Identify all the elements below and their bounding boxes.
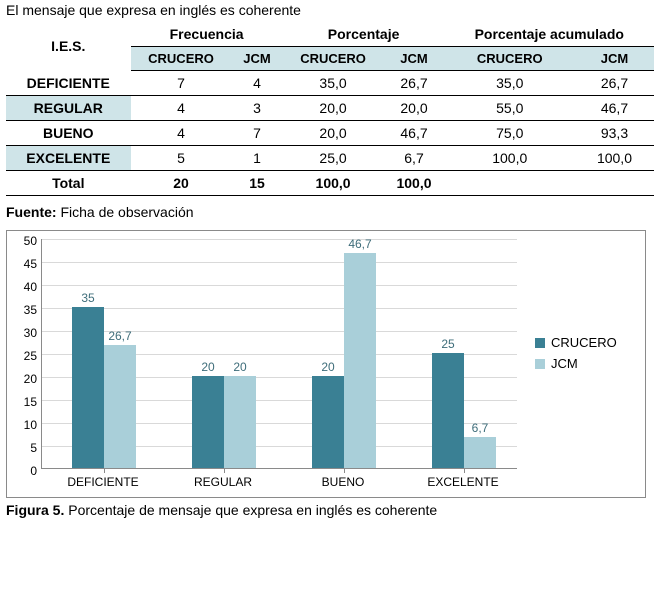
data-table: I.E.S. Frecuencia Porcentaje Porcentaje … [6,22,654,196]
cell: 4 [131,121,232,146]
bar-value-label: 20 [233,360,246,374]
legend: CRUCERO JCM [535,329,617,377]
sub-jcm-3: JCM [575,47,654,71]
bar: 20 [224,376,256,468]
x-tick-label: EXCELENTE [427,475,498,489]
cell: 93,3 [575,121,654,146]
bar: 26,7 [104,345,136,468]
legend-swatch [535,338,545,348]
bar: 20 [192,376,224,468]
cell: 5 [131,146,232,171]
cell: 26,7 [575,71,654,96]
sub-crucero-1: CRUCERO [131,47,232,71]
sub-jcm-2: JCM [383,47,444,71]
row-label: DEFICIENTE [6,71,131,96]
table-row: REGULAR4320,020,055,046,7 [6,96,654,121]
cell: 35,0 [283,71,384,96]
figure-label: Figura 5. [6,502,64,518]
x-axis: DEFICIENTE REGULAR BUENO EXCELENTE [41,471,517,491]
bar-value-label: 6,7 [472,421,489,435]
bar-group: 2046,7 [312,253,376,468]
bar: 46,7 [344,253,376,468]
bar-value-label: 25 [441,337,454,351]
cell: 100,0 [445,146,575,171]
row-label: Total [6,171,131,196]
legend-label: JCM [551,356,578,371]
cell: 35,0 [445,71,575,96]
cell [575,171,654,196]
fuente-line: Fuente: Ficha de observación [0,200,660,230]
bar: 20 [312,376,344,468]
col-ies: I.E.S. [6,22,131,71]
bar-value-label: 46,7 [348,237,371,251]
bar: 6,7 [464,437,496,468]
table-row: DEFICIENTE7435,026,735,026,7 [6,71,654,96]
sub-jcm-1: JCM [231,47,282,71]
row-label: REGULAR [6,96,131,121]
bar-group: 2020 [192,376,256,468]
figure-caption: Figura 5. Porcentaje de mensaje que expr… [0,498,660,522]
cell: 1 [231,146,282,171]
cell [445,171,575,196]
row-label: EXCELENTE [6,146,131,171]
row-label: BUENO [6,121,131,146]
plot-area: 3526,720202046,7256,7 [41,239,517,469]
table-row-total: Total2015100,0100,0 [6,171,654,196]
cell: 3 [231,96,282,121]
cell: 6,7 [383,146,444,171]
cell: 46,7 [575,96,654,121]
x-tick-label: REGULAR [194,475,252,489]
cell: 55,0 [445,96,575,121]
chart-frame: 05101520253035404550 3526,720202046,7256… [6,230,646,498]
cell: 15 [231,171,282,196]
cell: 100,0 [283,171,384,196]
cell: 26,7 [383,71,444,96]
cell: 75,0 [445,121,575,146]
cell: 20 [131,171,232,196]
figure-text: Porcentaje de mensaje que expresa en ing… [64,502,437,518]
cell: 4 [131,96,232,121]
legend-item: CRUCERO [535,335,617,350]
table-title: El mensaje que expresa en inglés es cohe… [0,0,660,20]
y-axis: 05101520253035404550 [15,239,41,471]
cell: 4 [231,71,282,96]
legend-item: JCM [535,356,617,371]
table-row: BUENO4720,046,775,093,3 [6,121,654,146]
cell: 20,0 [383,96,444,121]
bar-group: 256,7 [432,353,496,468]
bar-value-label: 20 [321,360,334,374]
cell: 25,0 [283,146,384,171]
cell: 7 [231,121,282,146]
cell: 100,0 [383,171,444,196]
cell: 46,7 [383,121,444,146]
bar-value-label: 35 [81,291,94,305]
x-tick-label: BUENO [322,475,365,489]
bar-value-label: 26,7 [108,329,131,343]
sub-crucero-3: CRUCERO [445,47,575,71]
bar: 35 [72,307,104,468]
grid-line [42,262,517,263]
table-body: DEFICIENTE7435,026,735,026,7REGULAR4320,… [6,71,654,196]
cell: 100,0 [575,146,654,171]
x-tick-label: DEFICIENTE [67,475,138,489]
fuente-text: Ficha de observación [57,204,194,220]
cell: 20,0 [283,96,384,121]
bar-value-label: 20 [201,360,214,374]
grid-line [42,285,517,286]
cell: 20,0 [283,121,384,146]
sub-crucero-2: CRUCERO [283,47,384,71]
legend-label: CRUCERO [551,335,617,350]
bar: 25 [432,353,464,468]
col-frecuencia: Frecuencia [131,22,283,47]
bar-group: 3526,7 [72,307,136,468]
col-porc-acum: Porcentaje acumulado [445,22,654,47]
fuente-label: Fuente: [6,204,57,220]
table-row: EXCELENTE5125,06,7100,0100,0 [6,146,654,171]
grid-line [42,239,517,240]
col-porcentaje: Porcentaje [283,22,445,47]
legend-swatch [535,359,545,369]
cell: 7 [131,71,232,96]
